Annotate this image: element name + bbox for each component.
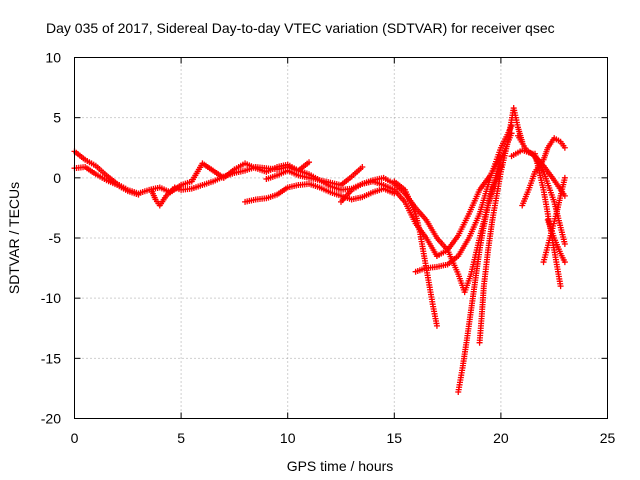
series-track-18	[544, 216, 568, 266]
data-point	[433, 322, 440, 329]
x-tick-label: 20	[493, 430, 509, 446]
data-point	[359, 164, 366, 171]
x-tick-label: 25	[600, 430, 616, 446]
series-track-8	[412, 123, 515, 275]
x-axis-label: GPS time / hours	[287, 458, 394, 474]
axis-ticks: 0 5 10 15 20 25 -20 -15 -10 -5 0 5 10	[41, 50, 616, 447]
series-track-2	[71, 164, 142, 198]
y-tick-label: -10	[41, 290, 61, 306]
data-point	[561, 241, 568, 248]
y-tick-label: -20	[41, 411, 61, 427]
data-point	[561, 174, 568, 181]
data-point	[557, 283, 564, 290]
data-point	[306, 159, 313, 166]
series-track-7	[391, 178, 440, 329]
x-tick-label: 0	[71, 430, 79, 446]
x-tick-label: 5	[177, 430, 185, 446]
y-tick-label: 0	[53, 170, 61, 186]
series-track-14	[508, 147, 568, 248]
data-point	[561, 259, 568, 266]
series-track-15	[519, 135, 568, 209]
y-tick-label: -5	[49, 230, 62, 246]
data-markers	[71, 105, 568, 396]
data-point	[561, 144, 568, 151]
y-tick-label: 10	[45, 50, 61, 66]
series-track-4	[242, 180, 398, 205]
y-axis-label: SDTVAR / TECUs	[6, 182, 22, 294]
grid	[74, 57, 608, 419]
y-tick-label: -15	[41, 350, 61, 366]
data-point	[135, 191, 142, 198]
plot-frame	[74, 57, 608, 419]
x-tick-label: 15	[387, 430, 403, 446]
chart-title: Day 035 of 2017, Sidereal Day-to-day VTE…	[46, 20, 555, 36]
y-tick-label: 5	[53, 110, 61, 126]
x-tick-label: 10	[280, 430, 296, 446]
series-track-10	[433, 153, 504, 260]
